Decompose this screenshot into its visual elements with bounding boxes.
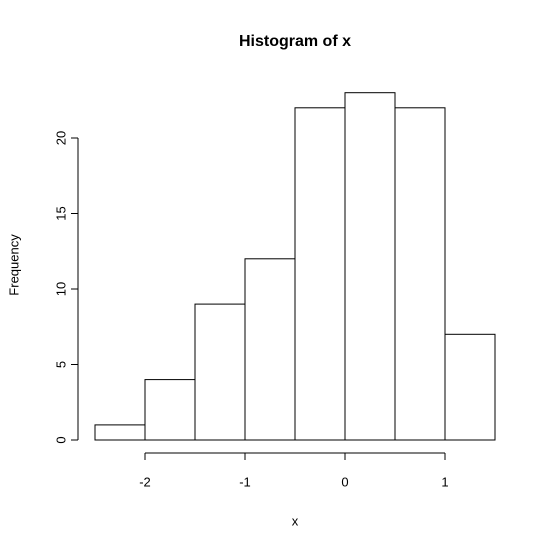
- x-tick-label: -1: [239, 474, 251, 489]
- bar: [94, 424, 146, 441]
- bar: [394, 107, 446, 441]
- y-tick-label: 15: [53, 206, 68, 220]
- chart-title: Histogram of x: [239, 33, 351, 50]
- bar: [194, 303, 246, 441]
- x-tick-label: -2: [139, 474, 151, 489]
- y-tick-label: 5: [53, 361, 68, 368]
- bar: [294, 107, 346, 441]
- x-axis-label: x: [292, 513, 299, 528]
- bar: [144, 379, 196, 441]
- y-tick-label: 20: [53, 131, 68, 145]
- x-tick-label: 1: [441, 474, 448, 489]
- bar: [244, 258, 296, 441]
- y-axis-label: Frequency: [6, 234, 21, 296]
- y-tick-label: 0: [53, 436, 68, 443]
- y-tick-label: 10: [53, 282, 68, 296]
- bar: [444, 333, 496, 441]
- bar: [344, 92, 396, 441]
- x-tick-label: 0: [341, 474, 348, 489]
